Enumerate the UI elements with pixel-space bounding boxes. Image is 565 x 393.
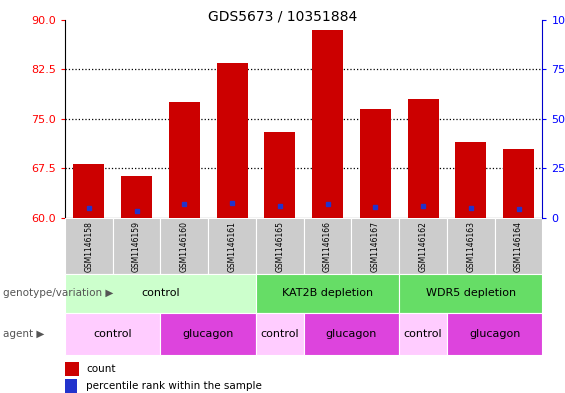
Bar (65, 362, 79, 376)
Text: GSM1146165: GSM1146165 (275, 220, 284, 272)
Bar (65, 379, 77, 393)
Bar (65, 312, 160, 354)
Bar (455, 142, 486, 218)
Bar (447, 312, 542, 354)
Bar (65, 218, 113, 274)
Bar (312, 29, 343, 218)
Text: control: control (141, 288, 180, 298)
Text: GSM1146158: GSM1146158 (84, 220, 93, 272)
Text: control: control (404, 329, 442, 338)
Text: KAT2B depletion: KAT2B depletion (282, 288, 373, 298)
Text: glucagon: glucagon (469, 329, 520, 338)
Bar (160, 312, 256, 354)
Text: genotype/variation ▶: genotype/variation ▶ (3, 288, 113, 298)
Text: GSM1146159: GSM1146159 (132, 220, 141, 272)
Bar (160, 218, 208, 274)
Bar (304, 218, 351, 274)
Bar (407, 99, 438, 218)
Text: percentile rank within the sample: percentile rank within the sample (86, 381, 262, 391)
Bar (503, 149, 534, 218)
Text: agent ▶: agent ▶ (3, 329, 44, 338)
Text: GDS5673 / 10351884: GDS5673 / 10351884 (208, 10, 357, 24)
Text: control: control (93, 329, 132, 338)
Text: count: count (86, 364, 116, 374)
Bar (360, 109, 391, 218)
Bar (399, 274, 542, 312)
Bar (256, 274, 399, 312)
Bar (264, 132, 295, 218)
Text: GSM1146160: GSM1146160 (180, 220, 189, 272)
Text: glucagon: glucagon (182, 329, 234, 338)
Bar (447, 218, 495, 274)
Bar (121, 176, 152, 218)
Bar (399, 218, 447, 274)
Text: WDR5 depletion: WDR5 depletion (425, 288, 516, 298)
Text: GSM1146161: GSM1146161 (228, 220, 237, 272)
Bar (256, 312, 304, 354)
Bar (208, 218, 256, 274)
Text: GSM1146163: GSM1146163 (466, 220, 475, 272)
Bar (304, 312, 399, 354)
Bar (256, 218, 304, 274)
Text: glucagon: glucagon (326, 329, 377, 338)
Bar (495, 218, 542, 274)
Bar (169, 102, 200, 218)
Bar (65, 274, 256, 312)
Text: control: control (260, 329, 299, 338)
Bar (216, 62, 247, 218)
Bar (113, 218, 160, 274)
Text: GSM1146164: GSM1146164 (514, 220, 523, 272)
Bar (399, 312, 447, 354)
Bar (73, 164, 105, 218)
Text: GSM1146162: GSM1146162 (419, 220, 428, 272)
Bar (351, 218, 399, 274)
Text: GSM1146166: GSM1146166 (323, 220, 332, 272)
Text: GSM1146167: GSM1146167 (371, 220, 380, 272)
